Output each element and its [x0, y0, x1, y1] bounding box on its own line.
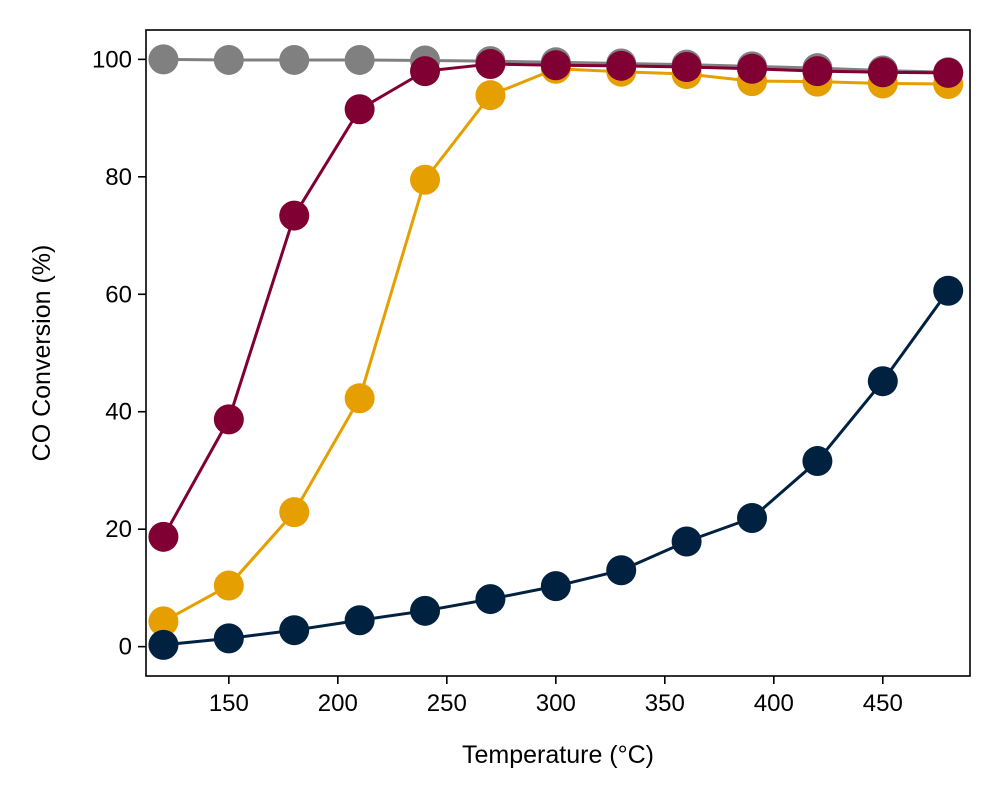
data-point	[148, 521, 179, 552]
data-point	[148, 606, 179, 637]
y-tick-label: 40	[105, 399, 132, 426]
x-tick-label: 350	[645, 690, 685, 717]
series-2	[148, 49, 964, 552]
data-point	[475, 49, 506, 80]
data-point	[802, 446, 833, 477]
data-point	[606, 50, 637, 81]
data-point	[540, 50, 571, 81]
data-point	[279, 200, 310, 231]
ticks-layer: 150 200 250 300 350 400 450 0 20 40 60 80 100	[92, 46, 903, 717]
data-point	[148, 44, 179, 75]
series-1	[148, 53, 964, 637]
y-tick-label: 0	[119, 634, 132, 661]
data-point	[606, 555, 637, 586]
data-point	[867, 366, 898, 397]
data-point	[671, 51, 702, 82]
x-tick-label: 400	[754, 690, 794, 717]
y-tick-label: 100	[92, 46, 132, 73]
data-point	[410, 164, 441, 195]
x-axis-label: Temperature (°C)	[462, 741, 654, 769]
x-tick-label: 250	[427, 690, 467, 717]
plot-frame	[145, 29, 971, 677]
data-point	[344, 605, 375, 636]
y-tick-label: 20	[105, 516, 132, 543]
data-point	[213, 570, 244, 601]
y-axis-label: CO Conversion (%)	[28, 245, 56, 462]
data-point	[933, 275, 964, 306]
data-point	[737, 53, 768, 84]
y-tick-label: 80	[105, 164, 132, 191]
data-point	[279, 615, 310, 646]
series-3	[148, 275, 964, 660]
data-point	[148, 629, 179, 660]
series-line	[162, 67, 949, 623]
data-point	[213, 404, 244, 435]
data-point	[671, 526, 702, 557]
x-tick-label: 150	[209, 690, 249, 717]
data-point	[344, 44, 375, 75]
data-point	[475, 584, 506, 615]
data-point	[540, 571, 571, 602]
data-point	[933, 57, 964, 88]
data-point	[737, 503, 768, 534]
y-tick-label: 60	[105, 281, 132, 308]
series-layer	[148, 44, 964, 660]
data-point	[410, 595, 441, 626]
data-point	[410, 56, 441, 87]
data-point	[213, 623, 244, 654]
data-point	[344, 94, 375, 125]
x-tick-label: 200	[318, 690, 358, 717]
data-point	[802, 56, 833, 87]
data-point	[344, 383, 375, 414]
data-point	[279, 44, 310, 75]
data-point	[867, 57, 898, 88]
data-point	[279, 497, 310, 528]
data-point	[213, 44, 244, 75]
x-tick-label: 300	[536, 690, 576, 717]
data-point	[475, 80, 506, 111]
x-tick-label: 450	[863, 690, 903, 717]
